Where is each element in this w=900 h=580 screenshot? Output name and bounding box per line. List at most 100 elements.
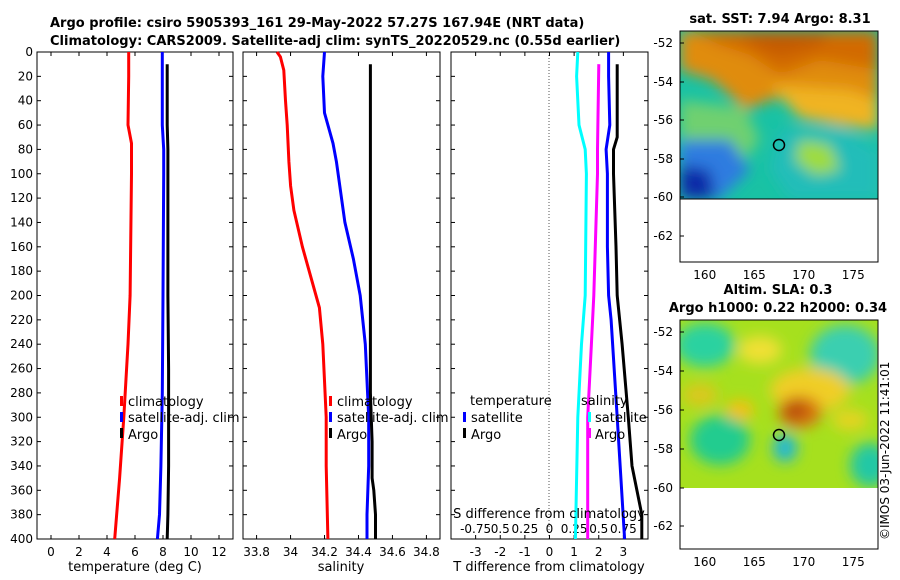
depth-tick-label: 380 xyxy=(10,508,33,522)
legend-label-climatology: climatology xyxy=(337,395,413,410)
lon-tick-label: 170 xyxy=(792,555,815,569)
lon-tick-label: 165 xyxy=(743,268,766,282)
depth-tick-label: 280 xyxy=(10,386,33,400)
temperature-x-label: temperature (deg C) xyxy=(68,560,202,575)
x-tick-label: 3 xyxy=(620,545,628,559)
s-diff-tick-label: 0.5 xyxy=(589,522,608,536)
sla-map-title: Altim. SLA: 0.3 xyxy=(724,283,833,298)
x-tick-label: 4 xyxy=(103,545,111,559)
temperature-panel-frame xyxy=(36,51,234,540)
lon-tick-label: 165 xyxy=(743,555,766,569)
legend-swatch-argo xyxy=(120,428,123,438)
sst-map-image xyxy=(680,31,878,199)
salinity-x-label: salinity xyxy=(318,560,365,575)
legend-label-argo: Argo xyxy=(337,428,367,443)
x-tick-label: 6 xyxy=(131,545,139,559)
lon-tick-label: 160 xyxy=(693,268,716,282)
series-line-argo xyxy=(368,64,377,539)
x-tick-label: 34 xyxy=(283,545,298,559)
depth-tick-label: 180 xyxy=(10,264,33,278)
legend-title-temperature: temperature xyxy=(470,394,552,409)
depth-tick-label: 320 xyxy=(10,435,33,449)
depth-tick-label: 360 xyxy=(10,483,33,497)
series-line-argo xyxy=(165,64,171,540)
series-line-satellite-adj-clim xyxy=(321,51,371,539)
depth-tick-label: 300 xyxy=(10,410,33,424)
x-tick-label: -2 xyxy=(494,545,506,559)
depth-tick-label: 260 xyxy=(10,362,33,376)
difference-x-axis: -3 -2 -1 0 1 2 3 xyxy=(470,52,628,559)
x-tick-label: -3 xyxy=(470,545,482,559)
legend-swatch-s-satellite xyxy=(588,412,591,422)
lat-tick-label: -62 xyxy=(653,229,673,243)
figure-title-line1: Argo profile: csiro 5905393_161 29-May-2… xyxy=(50,16,584,31)
depth-tick-label: 20 xyxy=(18,69,33,83)
depth-tick-label: 80 xyxy=(18,142,33,156)
s-diff-tick-label: 0.5 xyxy=(491,522,510,536)
x-tick-label: 0 xyxy=(47,545,55,559)
depth-tick-label: 140 xyxy=(10,215,33,229)
lat-tick-label: -58 xyxy=(653,152,673,166)
argo-location-marker xyxy=(772,428,786,442)
series-line-climatology xyxy=(275,51,330,540)
figure-title-line2: Climatology: CARS2009. Satellite-adj cli… xyxy=(50,34,620,49)
x-tick-label: 34.8 xyxy=(413,545,440,559)
legend-swatch-satellite xyxy=(120,412,123,422)
x-tick-label: 34.4 xyxy=(345,545,372,559)
legend-swatch-climatology xyxy=(329,396,332,406)
lat-tick-label: -58 xyxy=(653,442,673,456)
lat-tick-label: -54 xyxy=(653,75,673,89)
sst-map-frame xyxy=(679,30,879,263)
depth-tick-label: 160 xyxy=(10,240,33,254)
series-line-t-argo xyxy=(612,64,644,539)
lon-tick-label: 175 xyxy=(842,555,865,569)
salinity-series xyxy=(275,51,377,540)
sla-map-subtitle: Argo h1000: 0.22 h2000: 0.34 xyxy=(669,301,887,316)
sst-map-title: sat. SST: 7.94 Argo: 8.31 xyxy=(689,12,870,27)
depth-tick-label: 200 xyxy=(10,289,33,303)
legend-swatch-satellite xyxy=(329,412,332,422)
salinity-x-axis: 33.8 34 34.2 34.4 34.6 34.8 xyxy=(243,52,440,559)
sla-map-axes: -52 -54 -56 -58 -60 -62 160 165 170 175 xyxy=(653,325,864,569)
sla-map-image xyxy=(680,320,878,488)
legend-label-climatology: climatology xyxy=(128,395,204,410)
legend-label-t-argo: Argo xyxy=(471,428,501,443)
legend-label-t-satellite: satellite xyxy=(471,411,523,426)
lat-tick-label: -52 xyxy=(653,36,673,50)
series-line-satellite-adj-clim xyxy=(155,52,166,540)
x-tick-label: -1 xyxy=(519,545,531,559)
legend-label-argo: Argo xyxy=(128,428,158,443)
t-difference-x-label: T difference from climatology xyxy=(452,560,645,575)
salinity-difference-axis: -0.75 0.5 0.25 0 0.25 0.5 0.75 xyxy=(460,522,637,536)
lon-tick-label: 170 xyxy=(792,268,815,282)
depth-tick-label: 120 xyxy=(10,191,33,205)
legend-label-s-satellite: satellite xyxy=(595,411,647,426)
series-line-s-satellite xyxy=(573,51,588,540)
x-tick-label: 2 xyxy=(595,545,603,559)
s-diff-tick-label: 0 xyxy=(546,522,554,536)
x-tick-label: 34.2 xyxy=(311,545,338,559)
salinity-legend: climatology satellite-adj. clim Argo xyxy=(329,395,449,443)
legend-swatch-t-argo xyxy=(463,428,466,438)
salinity-panel-frame xyxy=(242,51,441,540)
x-tick-label: 33.8 xyxy=(243,545,270,559)
x-tick-label: 1 xyxy=(570,545,578,559)
difference-series xyxy=(573,51,644,540)
lon-tick-label: 175 xyxy=(842,268,865,282)
legend-swatch-climatology xyxy=(120,396,123,406)
depth-axis: 0 20 40 60 80 100 120 140 160 180 200 220 240 260 280 3… xyxy=(10,45,648,546)
x-tick-label: 12 xyxy=(211,545,226,559)
depth-tick-label: 100 xyxy=(10,167,33,181)
depth-tick-label: 0 xyxy=(25,45,33,59)
depth-tick-label: 220 xyxy=(10,313,33,327)
lat-tick-label: -52 xyxy=(653,325,673,339)
temperature-legend: climatology satellite-adj. clim Argo xyxy=(120,395,240,443)
lat-tick-label: -60 xyxy=(653,190,673,204)
depth-tick-label: 40 xyxy=(18,94,33,108)
depth-tick-label: 60 xyxy=(18,118,33,132)
x-tick-label: 0 xyxy=(546,545,554,559)
sla-map-frame xyxy=(679,319,879,550)
argo-location-marker xyxy=(772,138,786,152)
lat-tick-label: -56 xyxy=(653,403,673,417)
